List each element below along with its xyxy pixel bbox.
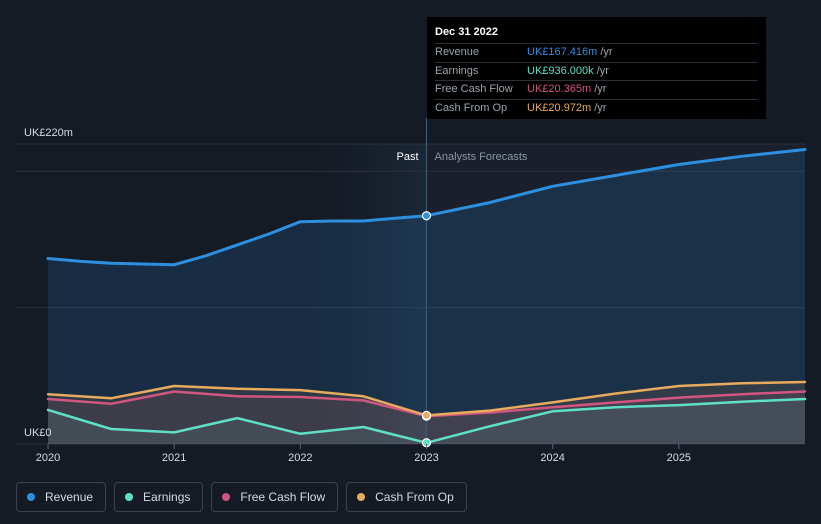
marker-cash-from-op xyxy=(421,410,432,420)
legend-item-earnings[interactable]: Earnings xyxy=(114,482,204,512)
tooltip-unit: /yr xyxy=(594,101,607,114)
legend-item-revenue[interactable]: Revenue xyxy=(16,482,107,512)
legend-dot-icon xyxy=(357,493,366,501)
past-label: Past xyxy=(396,151,418,163)
legend: Revenue Earnings Free Cash Flow Cash Fro… xyxy=(16,482,467,512)
tooltip-value: UK£20.365m xyxy=(527,83,592,95)
y-axis-max-label: UK£220m xyxy=(24,127,73,139)
tooltip-value: UK£20.972m xyxy=(527,101,592,114)
tooltip-date: Dec 31 2022 xyxy=(435,26,498,38)
legend-label: Earnings xyxy=(143,490,191,504)
past-region xyxy=(300,144,427,444)
legend-label: Free Cash Flow xyxy=(240,490,326,504)
tooltip-label: Earnings xyxy=(435,64,479,77)
tooltip-value: UK£936.000k xyxy=(527,64,594,77)
tooltip-row-cash-from-op: Cash From Op UK£20.972m /yr xyxy=(435,98,758,118)
series-line-revenue xyxy=(46,148,807,267)
tooltip-unit: /yr xyxy=(594,83,607,95)
tooltip-label: Free Cash Flow xyxy=(435,83,513,95)
legend-label: Revenue xyxy=(45,490,94,504)
legend-dot-icon xyxy=(27,493,35,501)
legend-dot-icon xyxy=(222,493,231,501)
series-area-earnings xyxy=(48,399,805,444)
tooltip-value: UK£167.416m xyxy=(527,46,598,58)
tooltip-row-free-cash-flow: Free Cash Flow UK£20.365m /yr xyxy=(435,80,758,99)
tooltip-row-earnings: Earnings UK£936.000k /yr xyxy=(435,61,758,81)
x-tick-label: 2020 xyxy=(36,452,60,464)
legend-dot-icon xyxy=(125,493,134,501)
chart-plot: UK£220m UK£0 Past Analysts Forecasts 202… xyxy=(16,118,807,464)
legend-item-cash-from-op[interactable]: Cash From Op xyxy=(346,482,467,512)
x-tick-label: 2022 xyxy=(288,452,312,464)
tooltip: Dec 31 2022 Revenue UK£167.416m /yr Earn… xyxy=(427,17,766,119)
tooltip-row-revenue: Revenue UK£167.416m /yr xyxy=(435,43,758,62)
tooltip-unit: /yr xyxy=(600,46,613,58)
y-axis-min-label: UK£0 xyxy=(24,427,52,439)
x-tick-label: 2024 xyxy=(540,452,564,464)
tooltip-unit: /yr xyxy=(596,64,609,77)
x-tick-label: 2021 xyxy=(162,452,186,464)
x-tick-label: 2023 xyxy=(414,452,438,464)
tooltip-label: Cash From Op xyxy=(435,101,508,114)
legend-item-free-cash-flow[interactable]: Free Cash Flow xyxy=(211,482,339,512)
x-tick-label: 2025 xyxy=(667,452,691,464)
forecast-label: Analysts Forecasts xyxy=(435,151,528,163)
marker-revenue xyxy=(421,211,432,221)
legend-label: Cash From Op xyxy=(375,490,454,504)
tooltip-label: Revenue xyxy=(435,46,480,58)
